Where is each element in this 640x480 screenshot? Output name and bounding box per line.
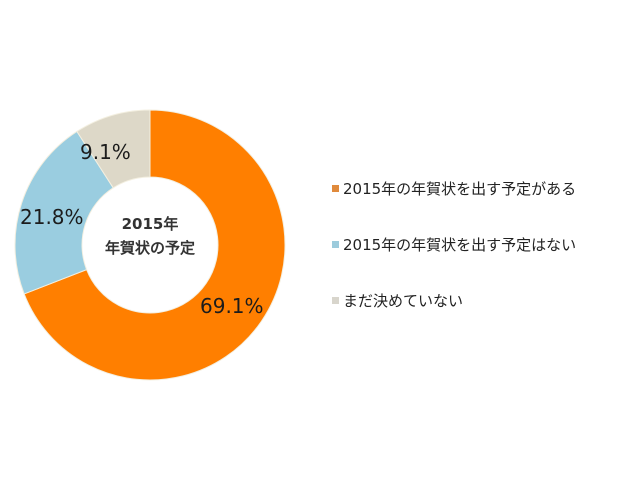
slice-no	[14, 130, 114, 295]
center-title-line2: 年賀状の予定	[104, 239, 195, 257]
legend-swatch-undecided	[332, 296, 339, 304]
legend: 2015年の年賀状を出す予定がある 2015年の年賀状を出す予定はない まだ決め…	[332, 178, 576, 346]
slice-undecided	[76, 109, 151, 189]
legend-label-yes: 2015年の年賀状を出す予定がある	[343, 179, 577, 198]
slice-yes	[23, 109, 286, 381]
legend-swatch-no	[332, 240, 339, 248]
legend-item-no: 2015年の年賀状を出す予定はない	[332, 234, 576, 254]
legend-label-no: 2015年の年賀状を出す予定はない	[343, 235, 577, 254]
label-yes: 69.1%	[200, 294, 264, 318]
label-no: 21.8%	[20, 205, 84, 229]
donut-chart	[14, 109, 286, 381]
donut-center-title: 2015年 年賀状の予定	[92, 212, 208, 260]
legend-item-undecided: まだ決めていない	[332, 290, 576, 310]
legend-label-undecided: まだ決めていない	[343, 291, 464, 310]
legend-swatch-yes	[332, 184, 339, 192]
legend-item-yes: 2015年の年賀状を出す予定がある	[332, 178, 576, 198]
center-title-line1: 2015年	[121, 215, 179, 233]
label-undecided: 9.1%	[80, 140, 131, 164]
